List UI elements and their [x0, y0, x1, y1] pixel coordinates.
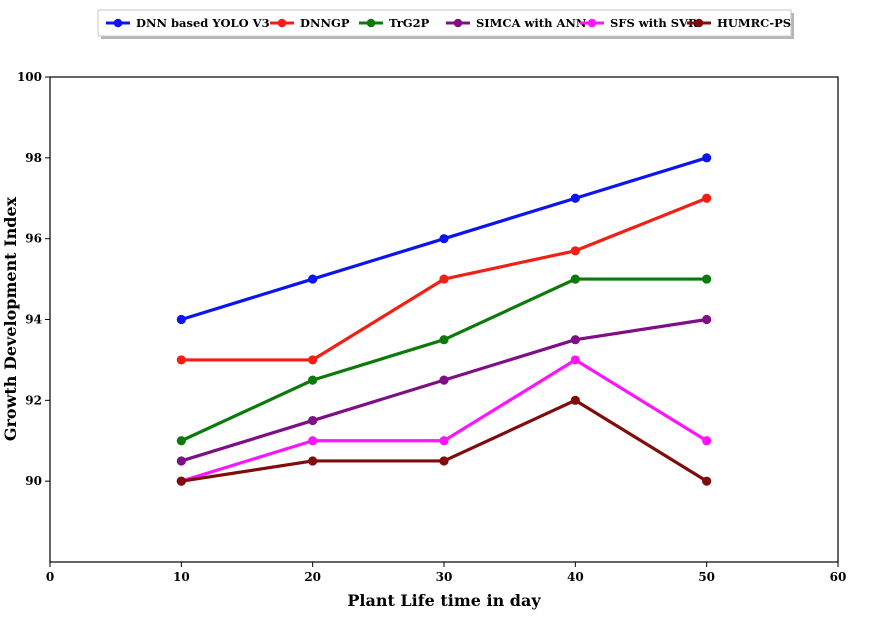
y-tick-label: 90	[25, 474, 42, 488]
legend-swatch-marker	[366, 18, 376, 28]
data-point	[308, 375, 318, 385]
legend-item: SFS with SVR	[580, 16, 698, 30]
data-point	[176, 436, 186, 446]
series-layer	[176, 153, 712, 486]
x-tick-label: 60	[830, 570, 847, 584]
legend-label: HUMRC-PS	[717, 16, 791, 30]
data-point	[439, 456, 449, 466]
legend-label: SIMCA with ANN	[476, 16, 587, 30]
legend-box	[97, 9, 792, 37]
series-1	[176, 193, 712, 365]
legend-swatch-marker	[453, 18, 463, 28]
x-tick-label: 10	[173, 570, 190, 584]
x-tick-label: 20	[304, 570, 321, 584]
data-point	[176, 456, 186, 466]
legend-label: SFS with SVR	[610, 16, 698, 30]
x-tick-label: 50	[698, 570, 715, 584]
plot-frame	[49, 76, 839, 563]
data-point	[308, 355, 318, 365]
x-tick-label: 30	[436, 570, 453, 584]
data-point	[702, 274, 712, 284]
legend-swatch-marker	[587, 18, 597, 28]
data-point	[570, 193, 580, 203]
y-tick-label: 94	[25, 313, 42, 327]
series-2	[176, 274, 712, 446]
series-4	[176, 355, 712, 486]
data-point	[702, 153, 712, 163]
data-point	[308, 456, 318, 466]
legend-item: DNN based YOLO V3	[106, 16, 270, 30]
x-axis-title: Plant Life time in day	[347, 591, 541, 610]
legend-item: HUMRC-PS	[687, 16, 791, 30]
y-tick-label: 100	[17, 70, 42, 84]
data-point	[570, 335, 580, 345]
series-0	[176, 153, 712, 325]
legend-label: DNN based YOLO V3	[136, 16, 270, 30]
y-tick-label: 96	[25, 232, 42, 246]
data-point	[439, 436, 449, 446]
x-tick-label: 0	[46, 570, 54, 584]
data-point	[439, 274, 449, 284]
data-point	[176, 476, 186, 486]
data-point	[439, 234, 449, 244]
data-point	[702, 193, 712, 203]
series-5	[176, 395, 712, 486]
legend-label: TrG2P	[389, 16, 430, 30]
data-point	[308, 415, 318, 426]
legend-swatch-marker	[277, 18, 287, 28]
data-point	[308, 274, 318, 284]
series-3	[176, 314, 712, 466]
legend-label: DNNGP	[300, 16, 350, 30]
data-point	[702, 436, 712, 446]
legend-swatch-marker	[113, 18, 123, 28]
legend-item: DNNGP	[270, 16, 350, 30]
legend: DNN based YOLO V3 DNNGP TrG2P SIMCA with AN…	[97, 9, 794, 39]
y-axis-title: Growth Development Index	[1, 196, 20, 441]
data-point	[570, 395, 580, 405]
axes: 0 10 20 30 40 50 60 90 92 94 96 98 100	[17, 70, 846, 584]
y-tick-label: 92	[25, 393, 42, 407]
data-point	[308, 436, 318, 446]
legend-item: TrG2P	[359, 16, 430, 30]
data-point	[176, 355, 186, 365]
data-point	[439, 375, 449, 385]
data-point	[439, 335, 449, 345]
data-point	[570, 274, 580, 284]
legend-swatch-marker	[694, 18, 704, 28]
data-point	[702, 314, 712, 325]
data-point	[702, 476, 712, 486]
data-point	[570, 246, 580, 256]
data-point	[176, 314, 186, 325]
y-tick-label: 98	[25, 151, 42, 165]
x-tick-label: 40	[567, 570, 584, 584]
legend-item: SIMCA with ANN	[446, 16, 587, 30]
data-point	[570, 355, 580, 365]
